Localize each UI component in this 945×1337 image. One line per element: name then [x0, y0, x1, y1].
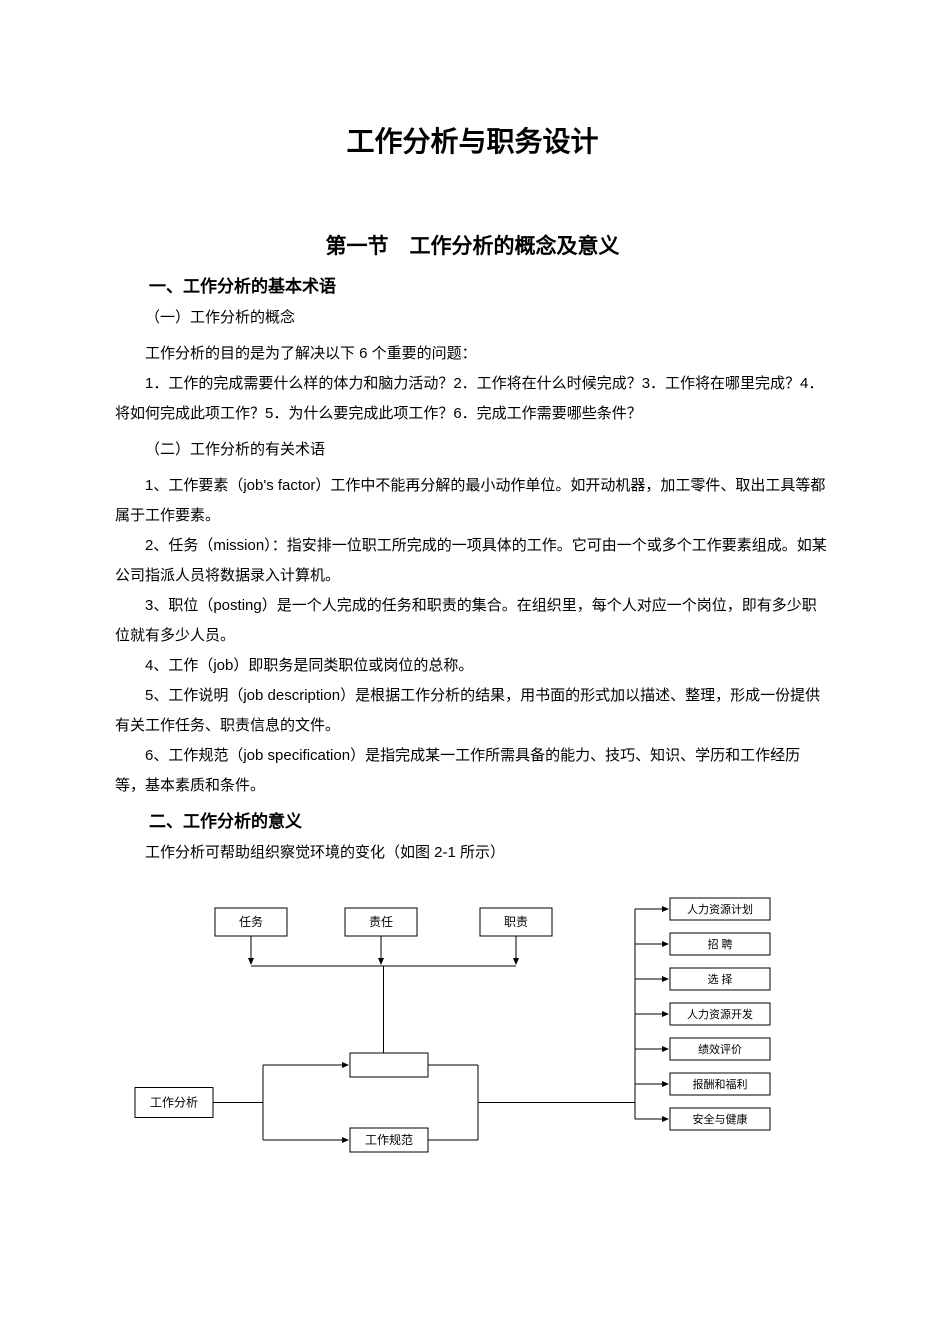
subheading-concept: （一）工作分析的概念: [115, 303, 830, 333]
section-title: 第一节 工作分析的概念及意义: [115, 230, 830, 260]
document-page: 工作分析与职务设计 第一节 工作分析的概念及意义 一、工作分析的基本术语 （一）…: [0, 0, 945, 1268]
paragraph: 6、工作规范（job specification）是指完成某一工作所需具备的能力…: [115, 741, 830, 801]
paragraph: 工作分析可帮助组织察觉环境的变化（如图 2-1 所示）: [115, 838, 830, 868]
flowchart-svg: 任务 责任 职责工作分析工作规范 人力资源计划招 聘选 择人力资源开发绩效评价报酬和福…: [115, 888, 830, 1208]
heading-significance: 二、工作分析的意义: [115, 807, 830, 832]
paragraph: 2、任务（mission）：指安排一位职工所完成的一项具体的工作。它可由一个或多…: [115, 531, 830, 591]
svg-text:工作分析: 工作分析: [150, 1096, 198, 1110]
paragraph: 5、工作说明（job description）是根据工作分析的结果，用书面的形式…: [115, 681, 830, 741]
svg-text:绩效评价: 绩效评价: [698, 1042, 742, 1056]
svg-text:选 择: 选 择: [708, 972, 733, 986]
paragraph: 3、职位（posting）是一个人完成的任务和职责的集合。在组织里，每个人对应一…: [115, 591, 830, 651]
svg-text:职责: 职责: [504, 915, 528, 929]
paragraph: 工作分析的目的是为了解决以下 6 个重要的问题：: [115, 339, 830, 369]
svg-text:任务: 任务: [239, 914, 263, 929]
paragraph: 1．工作的完成需要什么样的体力和脑力活动？2．工作将在什么时候完成？3．工作将在…: [115, 369, 830, 429]
svg-text:责任: 责任: [369, 915, 393, 929]
svg-text:工作规范: 工作规范: [365, 1132, 413, 1147]
svg-text:安全与健康: 安全与健康: [693, 1112, 748, 1126]
svg-text:人力资源开发: 人力资源开发: [687, 1007, 753, 1021]
paragraph: 1、工作要素（job's factor）工作中不能再分解的最小动作单位。如开动机…: [115, 471, 830, 531]
svg-text:人力资源计划: 人力资源计划: [687, 902, 753, 916]
svg-text:招 聘: 招 聘: [708, 937, 733, 951]
main-title: 工作分析与职务设计: [115, 120, 830, 160]
flowchart-diagram: 任务 责任 职责工作分析工作规范 人力资源计划招 聘选 择人力资源开发绩效评价报酬和福…: [115, 888, 830, 1208]
svg-text:报酬和福利: 报酬和福利: [693, 1077, 748, 1091]
heading-terms: 一、工作分析的基本术语: [115, 272, 830, 297]
subheading-terms: （二）工作分析的有关术语: [115, 435, 830, 465]
paragraph: 4、工作（job）即职务是同类职位或岗位的总称。: [115, 651, 830, 681]
